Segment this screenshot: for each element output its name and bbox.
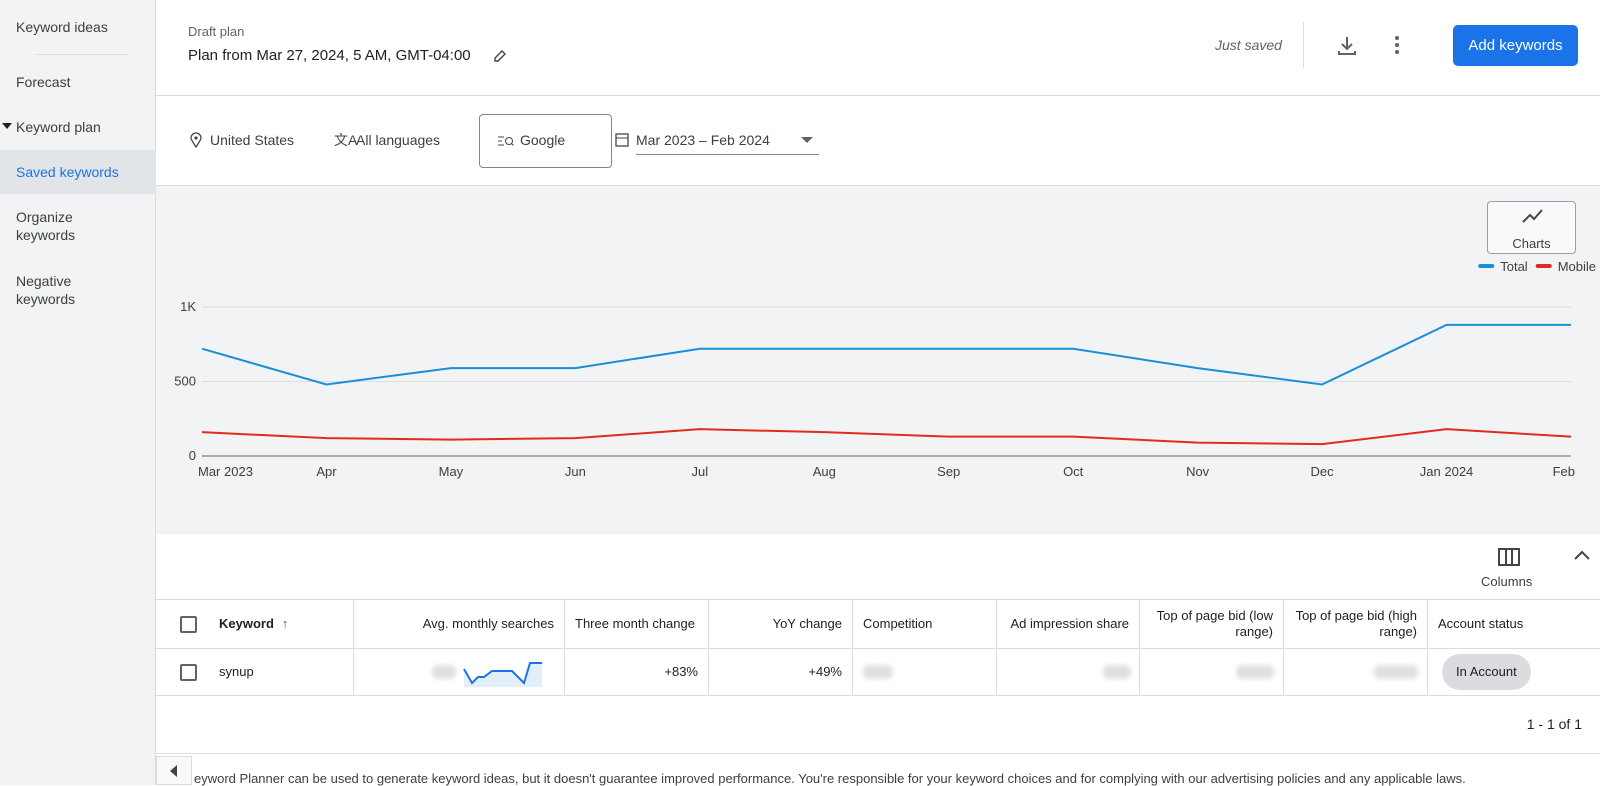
blurred-value bbox=[1236, 665, 1274, 679]
collapse-icon[interactable] bbox=[1574, 550, 1590, 560]
header-cell: Keyword ↑ bbox=[156, 600, 354, 648]
charts-button-label: Charts bbox=[1512, 236, 1551, 251]
blurred-value bbox=[863, 665, 893, 679]
legend-label: Total bbox=[1500, 259, 1528, 274]
location-filter[interactable]: United States bbox=[210, 132, 295, 148]
nav-active bbox=[0, 150, 156, 194]
column-header[interactable]: Keyword bbox=[219, 616, 274, 631]
cell bbox=[354, 649, 565, 695]
data-row: synup +83% +49% In Account bbox=[156, 649, 1600, 696]
location-icon bbox=[190, 132, 202, 148]
x-tick-label: Apr bbox=[316, 464, 337, 479]
x-tick-label: Jul bbox=[692, 464, 709, 479]
nav-item[interactable]: Forecast bbox=[16, 74, 71, 90]
nav-item[interactable]: Negative keywords bbox=[16, 273, 76, 307]
column-header[interactable]: Ad impression share bbox=[997, 600, 1140, 648]
date-range-filter[interactable]: Mar 2023 – Feb 2024 bbox=[636, 132, 770, 148]
checkbox[interactable] bbox=[180, 615, 197, 633]
save-status: Just saved bbox=[1215, 37, 1282, 53]
nav-item[interactable]: Organize keywords bbox=[16, 209, 76, 243]
header-label: Draft plan bbox=[188, 24, 245, 39]
cell: In Account bbox=[1428, 649, 1600, 695]
sort-icon: ↑ bbox=[281, 616, 289, 631]
x-tick-label: Mar 2023 bbox=[198, 464, 253, 479]
header-row: Keyword ↑ Avg. monthly searches Three mon… bbox=[156, 599, 1600, 649]
main: Draft plan Plan from Mar 27, 2024, 5 AM,… bbox=[156, 0, 1600, 786]
x-tick-label: Dec bbox=[1311, 464, 1335, 479]
x-tick-label: Jun bbox=[565, 464, 586, 479]
divider bbox=[1303, 22, 1304, 68]
dropdown-arrow bbox=[801, 137, 813, 143]
caret bbox=[2, 123, 12, 129]
add-keywords-button[interactable]: Add keywords bbox=[1453, 25, 1578, 66]
nav-item[interactable]: Keyword ideas bbox=[16, 19, 108, 35]
sidebar: Keyword ideas Forecast Keyword plan Save… bbox=[0, 0, 156, 785]
x-tick-label: Oct bbox=[1063, 464, 1084, 479]
blurred-value bbox=[1374, 665, 1418, 679]
divider bbox=[36, 54, 128, 55]
column-header[interactable]: Account status bbox=[1438, 616, 1524, 631]
cell: synup bbox=[156, 649, 354, 695]
table-area: Columns Keyword ↑ Avg. monthly searches T… bbox=[156, 534, 1600, 754]
status-chip: In Account bbox=[1442, 654, 1531, 690]
cell bbox=[997, 649, 1140, 695]
language-filter[interactable]: All languages bbox=[356, 132, 441, 148]
y-tick-label: 1K bbox=[180, 299, 196, 314]
chart-icon bbox=[1522, 209, 1543, 223]
search-icon bbox=[498, 136, 514, 146]
translate-icon: 文A bbox=[334, 132, 358, 148]
x-tick-label: Jan 2024 bbox=[1420, 464, 1474, 479]
network-filter[interactable]: Google bbox=[520, 132, 566, 148]
column-header[interactable]: Three month change bbox=[565, 600, 709, 648]
series-line bbox=[201, 323, 1571, 386]
column-header[interactable]: YoY change bbox=[709, 600, 853, 648]
calendar-icon bbox=[615, 133, 629, 147]
underline bbox=[636, 154, 819, 155]
scroll-left[interactable] bbox=[156, 756, 192, 785]
pagination: 1 - 1 of 1 bbox=[1526, 716, 1582, 732]
filter-bar: United States 文A All languages Google Ma… bbox=[156, 96, 1600, 186]
keyword: synup bbox=[219, 664, 254, 679]
x-tick-label: Feb bbox=[1553, 464, 1575, 479]
nav-item[interactable]: Saved keywords bbox=[16, 164, 119, 180]
columns-icon bbox=[1498, 548, 1520, 566]
y-tick-label: 500 bbox=[174, 374, 196, 389]
column-header[interactable]: Avg. monthly searches bbox=[354, 600, 565, 648]
column-header[interactable]: Competition bbox=[853, 600, 997, 648]
more-icon[interactable] bbox=[1392, 34, 1402, 56]
sparkline bbox=[463, 662, 542, 687]
edit-icon[interactable] bbox=[492, 48, 508, 64]
cell: +49% bbox=[709, 649, 853, 695]
x-tick-label: Sep bbox=[937, 464, 960, 479]
arrow bbox=[170, 765, 177, 777]
footer-notice: eyword Planner can be used to generate k… bbox=[194, 771, 1466, 786]
cell bbox=[1284, 649, 1428, 695]
chart: 0 500 1K Mar 2023 Apr May Jun Jul Aug Sep Oct Nov De… bbox=[174, 259, 1596, 479]
nav-item[interactable]: Keyword plan bbox=[16, 119, 101, 135]
y-tick-label: 0 bbox=[189, 448, 196, 463]
series-line bbox=[201, 428, 1572, 446]
cell bbox=[1140, 649, 1284, 695]
cell: +83% bbox=[565, 649, 709, 695]
plan-title: Plan from Mar 27, 2024, 5 AM, GMT-04:00 bbox=[188, 47, 471, 64]
header: Draft plan Plan from Mar 27, 2024, 5 AM,… bbox=[156, 0, 1600, 96]
x-tick-label: Nov bbox=[1186, 464, 1210, 479]
blurred-value bbox=[432, 665, 456, 679]
charts-button[interactable]: Charts bbox=[1487, 201, 1576, 254]
chart-area: 0 500 1K Mar 2023 Apr May Jun Jul Aug Sep Oct Nov De… bbox=[156, 186, 1600, 534]
cell bbox=[853, 649, 997, 695]
download-icon[interactable] bbox=[1336, 34, 1358, 56]
network-box[interactable] bbox=[479, 114, 612, 168]
checkbox[interactable] bbox=[180, 663, 197, 681]
column-header[interactable]: Top of page bid (low range) bbox=[1140, 600, 1284, 648]
legend-label: Mobile bbox=[1558, 259, 1596, 274]
blurred-value bbox=[1103, 665, 1131, 679]
x-tick-label: May bbox=[439, 464, 464, 479]
column-header[interactable]: Top of page bid (high range) bbox=[1284, 600, 1428, 648]
x-tick-label: Aug bbox=[813, 464, 836, 479]
columns-button[interactable]: Columns bbox=[1481, 574, 1533, 589]
